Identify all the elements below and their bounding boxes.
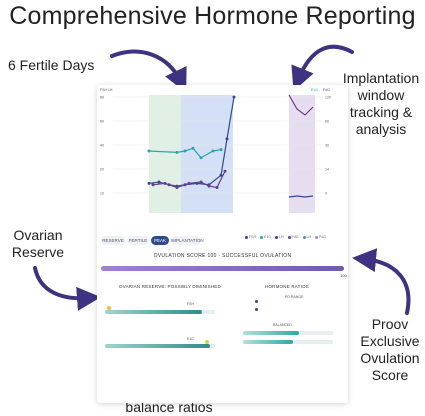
point-lh <box>147 181 151 185</box>
ovulation-score-bar <box>101 266 344 271</box>
point-pdg <box>163 181 167 185</box>
point-pdg <box>175 185 179 189</box>
point-lh <box>219 173 223 177</box>
point-e1g <box>175 150 179 154</box>
series-line-pdg-late <box>288 94 314 116</box>
point-pdg <box>207 184 211 188</box>
hormone-chart: FSH LH E1G PdG 80 60 40 20 10 120 60 30 14 0 <box>100 88 331 213</box>
point-e1g <box>219 148 223 152</box>
fsh-marker <box>107 306 111 310</box>
ovarian-reserve-heading: OVARIAN RESERVE: POSSIBLY DIMINISHED <box>119 284 221 289</box>
arrow-proov <box>352 248 411 315</box>
right-axis-title-e1g: E1G <box>311 88 318 92</box>
ovulation-score-max: 100 <box>340 273 347 278</box>
ovulation-score-fill <box>101 266 344 271</box>
legend-fsh: FSH <box>245 235 256 239</box>
callout-implantation: Implantation window tracking & analysis <box>342 70 420 137</box>
callout-fertile-days: 6 Fertile Days <box>8 57 95 73</box>
left-tick-label: 60 <box>100 120 104 124</box>
left-tick-label: 20 <box>100 168 104 172</box>
point-lh <box>232 95 236 99</box>
tab-peak[interactable]: PEAK <box>151 236 169 245</box>
fsh-label: FSH <box>187 302 194 306</box>
implantation-band <box>289 95 315 213</box>
e1g-marker <box>205 340 209 344</box>
point-pdg <box>215 185 219 189</box>
e1g-fill <box>105 344 210 348</box>
point-pdg <box>151 183 155 187</box>
ratio-dot-2 <box>255 308 258 311</box>
right-axis-title-pdg: PdG <box>323 88 330 92</box>
ratio-track-1 <box>243 331 333 335</box>
point-e1g <box>199 156 203 160</box>
ratio-fill-1 <box>243 331 299 335</box>
callout-ovulation-score: Proov Exclusive Ovulation Score <box>360 316 420 383</box>
arrow-implantation <box>291 44 354 92</box>
tab-implantation[interactable]: IMPLANTATION <box>171 236 204 245</box>
chart-legend: FSH E1G LH PdG LH PdG <box>245 235 326 239</box>
legend-lh-2: LH <box>302 235 311 239</box>
legend-pdg-2: PdG <box>315 235 326 239</box>
page-title: Comprehensive Hormone Reporting <box>9 2 416 30</box>
point-pdg <box>187 181 191 185</box>
fertile-band <box>149 95 181 213</box>
right-tick-label: 120 <box>325 96 331 100</box>
point-lh <box>225 137 229 141</box>
point-pdg <box>223 169 227 173</box>
ovulation-score-label: OVULATION SCORE 100 - SUCCESSFUL OVULATI… <box>153 253 292 259</box>
point-e1g <box>191 146 195 150</box>
point-e1g <box>147 149 151 153</box>
point-e1g <box>183 149 187 153</box>
arrow-fertile <box>110 49 187 93</box>
legend-pdg: PdG <box>287 235 299 239</box>
right-tick-label: 14 <box>325 168 329 172</box>
callout-ovarian-reserve: Ovarian Reserve <box>11 227 65 260</box>
ratio-track-2 <box>243 340 333 344</box>
point-e1g <box>211 149 215 153</box>
report-panel: FSH LH E1G PdG 80 60 40 20 10 120 60 30 14 0 RES… <box>97 85 348 403</box>
tab-fertile[interactable]: FERTILE <box>127 236 149 245</box>
grid <box>113 96 323 194</box>
legend-e1g: E1G <box>260 235 271 239</box>
fsh-track <box>105 310 215 314</box>
point-lh <box>157 180 161 184</box>
series-line-lh-late <box>288 195 314 198</box>
point-pdg <box>199 180 203 184</box>
ratio-fill-2 <box>243 340 293 344</box>
hormone-ratios-heading: HORMONE RATIOS <box>265 284 309 289</box>
arrow-ovarian <box>33 266 101 311</box>
right-tick-label: 0 <box>325 192 327 196</box>
right-tick-label: 30 <box>325 144 329 148</box>
left-tick-label: 40 <box>100 144 104 148</box>
e1g-track <box>105 344 215 348</box>
right-tick-label: 60 <box>325 120 329 124</box>
left-axis-title: FSH LH <box>100 88 113 92</box>
balanced-label: BALANCED <box>273 323 292 327</box>
e1g-label: E1G <box>187 337 195 341</box>
left-tick-label: 80 <box>100 96 104 100</box>
ratio-dot-1 <box>255 300 258 303</box>
tab-reserve[interactable]: RESERVE <box>101 236 125 245</box>
pd-range-label: PD RANGE <box>285 295 304 299</box>
legend-lh: LH <box>275 235 284 239</box>
fsh-fill <box>105 310 202 314</box>
left-tick-label: 10 <box>100 192 104 196</box>
